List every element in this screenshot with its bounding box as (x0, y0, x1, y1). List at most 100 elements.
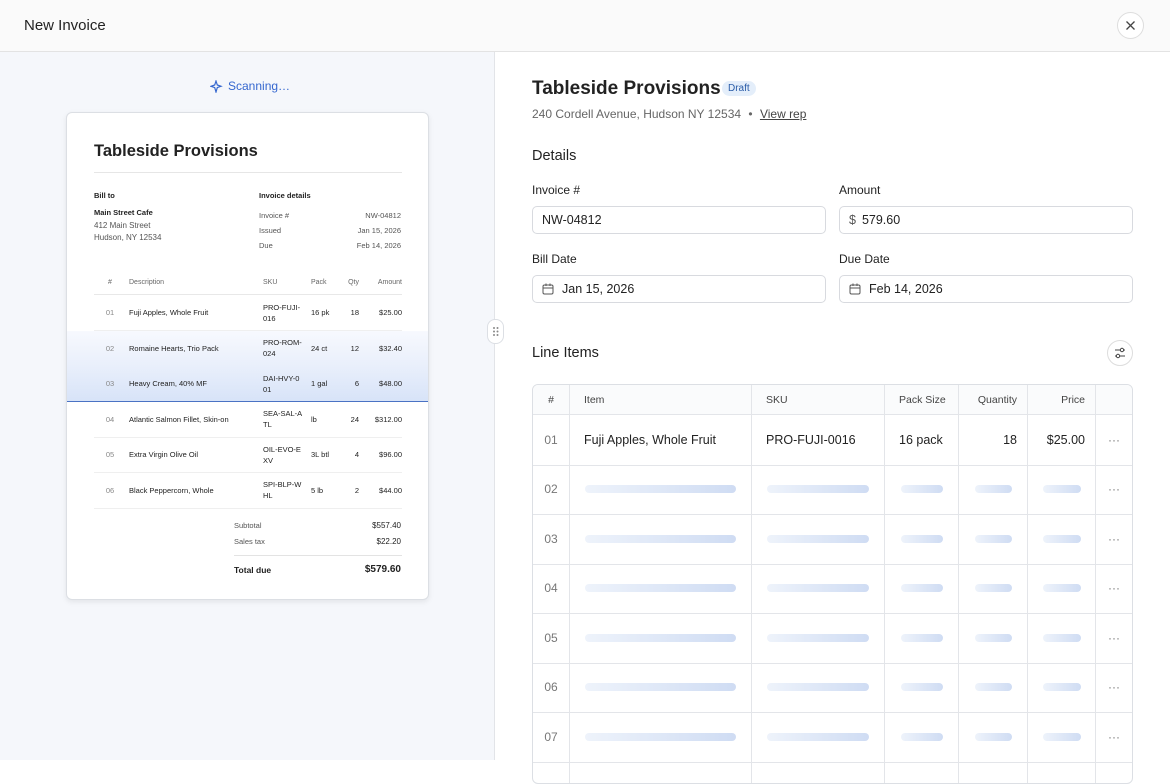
doc-cell: $44.00 (379, 485, 402, 495)
doc-cell: Romaine Hearts, Trio Pack (129, 343, 219, 353)
doc-cell: 3L btl (311, 450, 330, 460)
doc-column-header: Description (129, 279, 165, 286)
doc-table-rule (94, 294, 402, 295)
doc-cell: 1 gal (311, 379, 328, 389)
row-menu[interactable]: ··· (1108, 729, 1120, 744)
row-number: 05 (544, 630, 558, 645)
doc-vendor: Tableside Provisions (94, 142, 258, 160)
column-divider (751, 385, 752, 783)
doc-cell: 04 (105, 414, 115, 424)
doc-row-rule (94, 436, 402, 438)
row-rule (533, 761, 1132, 763)
doc-cell: OIL-EVO-EXV (263, 444, 301, 465)
due-date-input[interactable]: Feb 14, 2026 (839, 275, 1133, 303)
address-text: 240 Cordell Avenue, Hudson NY 12534 (532, 107, 742, 121)
details-label: Invoice details (259, 191, 311, 200)
skeleton-bar (975, 584, 1012, 593)
column-header: Quantity (977, 394, 1017, 406)
row-menu[interactable]: ··· (1108, 531, 1120, 546)
view-rep-link[interactable]: View rep (759, 107, 807, 121)
skeleton-bar (1043, 534, 1081, 543)
skeleton-bar (1043, 732, 1081, 741)
table-cell: 01 (544, 432, 558, 447)
doc-cell: 4 (354, 450, 359, 460)
skeleton-bar (975, 534, 1012, 543)
details-heading: Details (532, 148, 577, 164)
separator: • (748, 107, 753, 121)
row-menu[interactable]: ··· (1108, 680, 1120, 695)
vendor-address: 240 Cordell Avenue, Hudson NY 12534 • Vi… (532, 107, 806, 121)
header-title: New Invoice (24, 17, 106, 34)
skeleton-bar (901, 683, 943, 692)
doc-cell: 06 (105, 485, 115, 495)
skeleton-bar (767, 633, 869, 642)
doc-cell: Black Peppercorn, Whole (129, 485, 214, 495)
settings-button[interactable] (1107, 340, 1133, 366)
input-value: Feb 14, 2026 (869, 282, 943, 296)
skeleton-bar (767, 485, 869, 494)
row-rule (533, 712, 1132, 713)
currency-prefix: $ (849, 213, 856, 227)
row-number: 07 (544, 729, 558, 744)
total-due-label: Total due (234, 565, 272, 575)
doc-column-header: Qty (348, 279, 359, 286)
doc-divider (94, 172, 402, 173)
row-number: 04 (544, 581, 558, 596)
form-panel: Tableside Provisions Draft 240 Cordell A… (496, 52, 1170, 784)
skeleton-bar (901, 534, 943, 543)
skeleton-bar (901, 732, 943, 741)
scan-highlight (67, 330, 428, 366)
skeleton-bar (585, 732, 736, 741)
total-label: Sales tax (234, 537, 265, 546)
doc-cell: 6 (354, 379, 359, 389)
doc-cell: Fuji Apples, Whole Fruit (129, 308, 209, 318)
doc-cell: 16 pk (311, 308, 330, 318)
skeleton-bar (767, 683, 869, 692)
bill-to-label: Bill to (94, 191, 115, 200)
doc-cell: 03 (105, 379, 115, 389)
amount-input[interactable]: $579.60 (839, 206, 1133, 234)
skeleton-bar (975, 732, 1012, 741)
scan-line (67, 401, 428, 402)
row-menu[interactable]: ··· (1108, 581, 1120, 596)
invoice-document: Tableside Provisions Bill to Main Street… (66, 112, 429, 600)
table-cell: PRO-FUJI-0016 (766, 432, 856, 447)
column-header: Pack Size (899, 394, 946, 406)
doc-cell: 5 lb (311, 485, 324, 495)
header: New Invoice (0, 0, 1170, 52)
doc-cell: lb (311, 414, 317, 424)
bill-date-input[interactable]: Jan 15, 2026 (532, 275, 826, 303)
skeleton-bar (767, 732, 869, 741)
doc-column-header: SKU (263, 279, 278, 286)
skeleton-bar (767, 534, 869, 543)
doc-row-rule (94, 472, 402, 473)
field-label: Due Date (839, 252, 890, 266)
skeleton-bar (585, 485, 736, 494)
row-menu[interactable]: ··· (1108, 630, 1120, 645)
doc-cell: 24 ct (311, 343, 328, 353)
table-cell: Fuji Apples, Whole Fruit (584, 432, 716, 447)
resize-handle[interactable] (487, 319, 504, 344)
row-number: 02 (544, 482, 558, 497)
detail-value: NW-04812 (365, 211, 401, 220)
scan-highlight (67, 366, 428, 402)
bill-to-address: 412 Main Street (94, 221, 151, 230)
row-menu[interactable]: ··· (1108, 432, 1120, 447)
invoice-input[interactable]: NW-04812 (532, 206, 826, 234)
line-items-table: # Item SKU Pack Size Quantity Price 01 Fuji App… (532, 384, 1133, 784)
column-divider (958, 385, 959, 783)
row-rule (533, 563, 1132, 565)
column-header: Price (1061, 394, 1085, 406)
doc-cell: Heavy Cream, 40% MF (129, 379, 207, 389)
detail-key: Due (259, 241, 273, 250)
table-cell: 16 pack (899, 432, 943, 447)
row-menu[interactable]: ··· (1108, 482, 1120, 497)
detail-value: Jan 15, 2026 (357, 226, 401, 235)
total-rule (234, 555, 402, 556)
skeleton-bar (585, 584, 736, 593)
table-header-bg (533, 385, 1132, 415)
total-label: Subtotal (234, 521, 262, 530)
close-button[interactable] (1117, 12, 1144, 39)
sliders-icon (1115, 347, 1125, 359)
